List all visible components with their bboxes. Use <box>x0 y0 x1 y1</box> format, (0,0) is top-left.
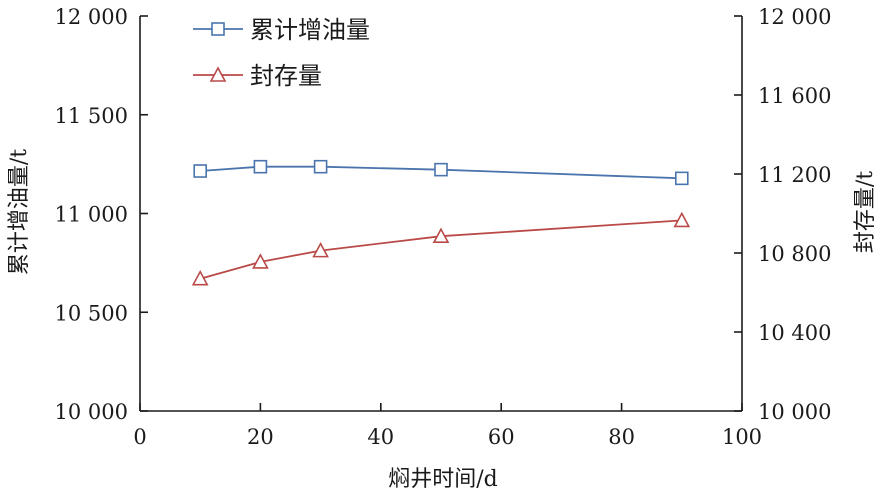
y-right-tick-label: 11 600 <box>758 84 831 108</box>
data-point-square <box>674 171 689 186</box>
y-right-tick-label: 10 800 <box>758 242 831 266</box>
y-left-tick-label: 10 000 <box>55 400 128 424</box>
data-point-triangle <box>191 269 209 286</box>
x-tick-label: 60 <box>488 425 515 449</box>
x-axis-title: 焖井时间/d <box>388 467 498 492</box>
data-point-triangle <box>432 227 450 244</box>
legend-item-oil: 累计增油量 <box>193 16 370 44</box>
y-right-tick-label: 10 400 <box>758 321 831 345</box>
legend-item-storage: 封存量 <box>193 62 322 90</box>
y-right-axis-title: 封存量/t <box>853 171 878 253</box>
x-tick-label: 0 <box>133 425 146 449</box>
data-point-square <box>193 164 207 178</box>
y-left-tick-label: 12 000 <box>55 5 128 29</box>
data-point-triangle <box>252 253 269 269</box>
legend-triangle-marker-icon <box>209 66 227 82</box>
y-left-tick-label: 11 000 <box>55 203 128 227</box>
data-point-square <box>253 159 268 174</box>
legend-square-marker-icon <box>211 22 225 36</box>
y-right-tick-label: 10 000 <box>758 400 831 424</box>
data-point-square <box>434 162 448 177</box>
data-point-triangle <box>312 241 329 258</box>
y-left-axis-title: 累计增油量/t <box>7 149 32 275</box>
x-tick-label: 100 <box>722 425 762 449</box>
x-tick-label: 80 <box>608 425 635 449</box>
y-right-tick-label: 11 200 <box>758 163 831 187</box>
series-layer <box>191 159 691 286</box>
data-point-square <box>313 159 328 174</box>
y-left-tick-label: 10 500 <box>55 301 128 325</box>
data-point-triangle <box>673 211 691 228</box>
legend: 累计增油量 封存量 <box>193 16 370 90</box>
x-tick-label: 40 <box>367 425 394 449</box>
x-tick-label: 20 <box>247 425 274 449</box>
legend-label-storage: 封存量 <box>250 62 322 90</box>
y-left-tick-label: 11 500 <box>55 104 128 128</box>
legend-label-oil: 累计增油量 <box>250 16 370 44</box>
y-right-tick-label: 12 000 <box>758 5 831 29</box>
